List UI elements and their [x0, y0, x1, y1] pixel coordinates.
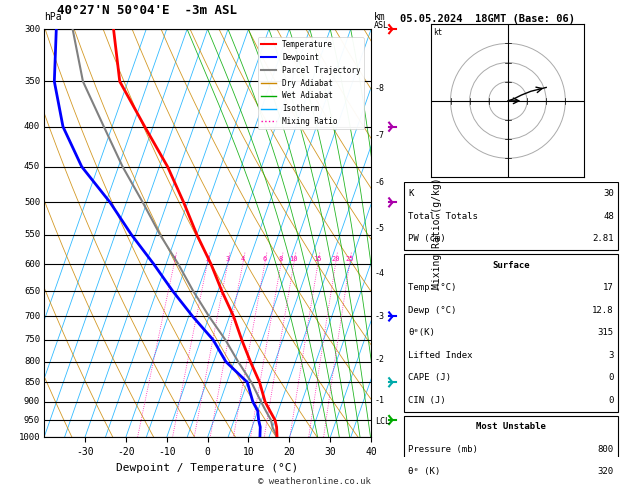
Text: K: K	[408, 189, 414, 198]
Text: -1: -1	[375, 397, 385, 405]
Text: 500: 500	[24, 198, 40, 207]
Text: -2: -2	[375, 355, 385, 364]
Text: Dewp (°C): Dewp (°C)	[408, 306, 457, 315]
Text: CAPE (J): CAPE (J)	[408, 373, 452, 382]
Text: 12.8: 12.8	[593, 306, 614, 315]
Text: 05.05.2024  18GMT (Base: 06): 05.05.2024 18GMT (Base: 06)	[400, 14, 575, 24]
Text: Pressure (mb): Pressure (mb)	[408, 445, 478, 454]
Text: 30: 30	[603, 189, 614, 198]
Text: -7: -7	[375, 131, 385, 140]
Text: 1000: 1000	[19, 433, 40, 442]
Text: Temp (°C): Temp (°C)	[408, 283, 457, 292]
Text: -8: -8	[375, 84, 385, 93]
Text: 6: 6	[262, 256, 267, 262]
Text: 2.81: 2.81	[593, 234, 614, 243]
Text: Mixing Ratio (g/kg): Mixing Ratio (g/kg)	[431, 177, 442, 289]
Text: 4: 4	[240, 256, 245, 262]
Text: kt: kt	[433, 28, 443, 37]
Text: 400: 400	[24, 122, 40, 131]
Text: 3: 3	[225, 256, 230, 262]
Text: 550: 550	[24, 230, 40, 239]
Text: 350: 350	[24, 77, 40, 86]
Text: © weatheronline.co.uk: © weatheronline.co.uk	[258, 477, 371, 486]
Text: Surface: Surface	[493, 260, 530, 270]
Text: θᵉ (K): θᵉ (K)	[408, 468, 440, 476]
X-axis label: Dewpoint / Temperature (°C): Dewpoint / Temperature (°C)	[116, 463, 299, 473]
Text: -5: -5	[375, 224, 385, 233]
Text: 1: 1	[172, 256, 176, 262]
Text: CIN (J): CIN (J)	[408, 396, 446, 405]
Text: Totals Totals: Totals Totals	[408, 211, 478, 221]
Text: 650: 650	[24, 287, 40, 296]
Text: 40°27'N 50°04'E  -3m ASL: 40°27'N 50°04'E -3m ASL	[57, 4, 237, 17]
Text: θᵉ(K): θᵉ(K)	[408, 328, 435, 337]
Text: 2: 2	[205, 256, 209, 262]
Text: 450: 450	[24, 162, 40, 171]
Text: 750: 750	[24, 335, 40, 345]
Text: Lifted Index: Lifted Index	[408, 351, 473, 360]
Text: 850: 850	[24, 378, 40, 387]
Text: 600: 600	[24, 260, 40, 269]
Text: PW (cm): PW (cm)	[408, 234, 446, 243]
Text: LCL: LCL	[375, 417, 390, 426]
Bar	[404, 416, 618, 486]
Text: 17: 17	[603, 283, 614, 292]
Text: 900: 900	[24, 397, 40, 406]
Text: 3: 3	[608, 351, 614, 360]
Text: -6: -6	[375, 178, 385, 187]
Text: 0: 0	[608, 396, 614, 405]
Text: -4: -4	[375, 269, 385, 278]
Text: 15: 15	[314, 256, 322, 262]
Text: 300: 300	[24, 25, 40, 34]
Text: 315: 315	[598, 328, 614, 337]
Text: km: km	[374, 12, 386, 22]
Text: ASL: ASL	[374, 21, 389, 30]
Bar	[404, 182, 618, 250]
Text: 0: 0	[608, 373, 614, 382]
Text: 48: 48	[603, 211, 614, 221]
Text: hPa: hPa	[44, 12, 62, 22]
Text: 20: 20	[331, 256, 340, 262]
Text: 10: 10	[289, 256, 298, 262]
Bar	[404, 254, 618, 412]
Text: 320: 320	[598, 468, 614, 476]
Text: Most Unstable: Most Unstable	[476, 422, 546, 432]
Text: 800: 800	[24, 357, 40, 366]
Text: 700: 700	[24, 312, 40, 321]
Legend: Temperature, Dewpoint, Parcel Trajectory, Dry Adiabat, Wet Adiabat, Isotherm, Mi: Temperature, Dewpoint, Parcel Trajectory…	[258, 37, 364, 129]
Text: 950: 950	[24, 416, 40, 424]
Text: 800: 800	[598, 445, 614, 454]
Text: -3: -3	[375, 312, 385, 321]
Text: 25: 25	[345, 256, 353, 262]
Text: 8: 8	[279, 256, 283, 262]
